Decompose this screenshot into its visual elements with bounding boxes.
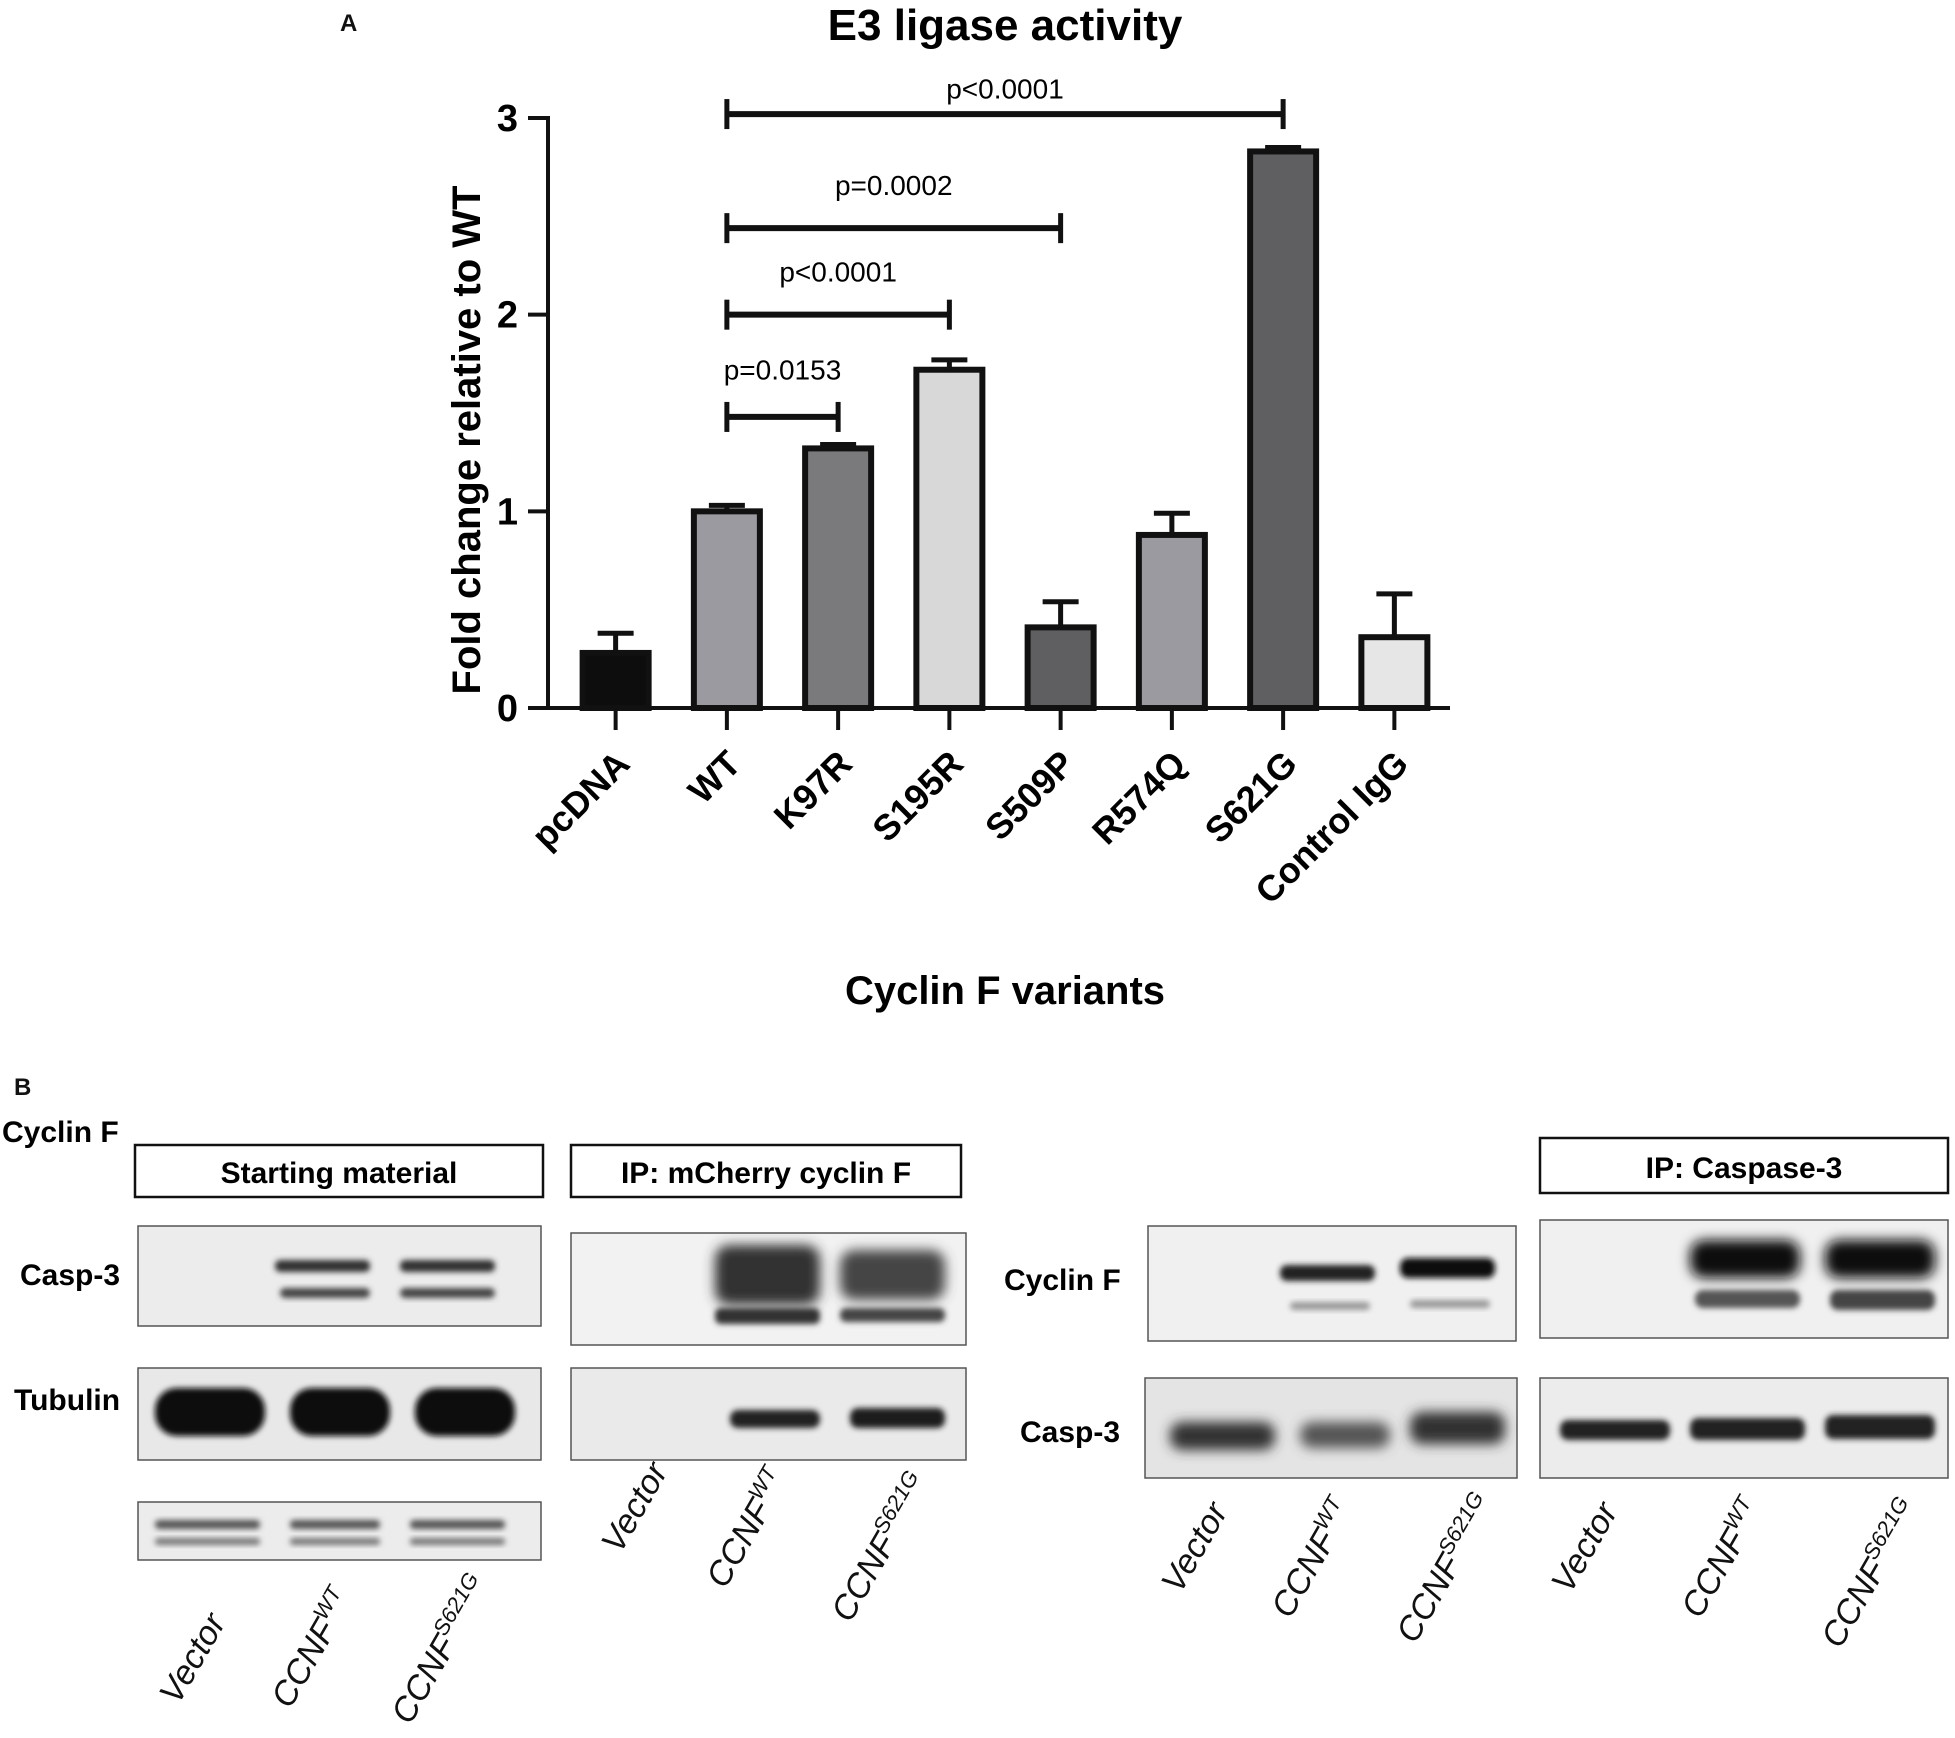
bar (1024, 624, 1097, 711)
panel-a-label: A (340, 10, 358, 37)
blot-input-cyclin-f (1147, 1225, 1517, 1342)
starting-material-header: Starting material (221, 1157, 458, 1190)
blot-starting-casp-3 (137, 1367, 542, 1461)
lane-label-ccnf-wt: CCNFWT (1671, 1490, 1772, 1624)
row-label-casp3-right: Casp-3 (1020, 1416, 1120, 1449)
blot-ip-mcherry-cyclin-f (570, 1232, 967, 1346)
p-value-label: p=0.0002 (835, 170, 953, 201)
y-tick-label: 1 (497, 491, 518, 533)
x-tick-label: K97R (766, 743, 860, 837)
ip-caspase-header-box (1538, 1136, 1950, 1195)
bar-chart: E3 ligase activity Fold change relative … (445, 1, 1450, 1013)
lane-label-ccnf-s621g: CCNFS621G (821, 1466, 939, 1628)
ip-mcherry-header-box (569, 1143, 963, 1199)
blot-ip-caspase-cyclin-f (1539, 1219, 1949, 1339)
blot-starting-tubulin (137, 1501, 542, 1561)
blot-input-casp-3 (1144, 1377, 1518, 1479)
lane-label-ccnf-wt: CCNFWT (696, 1460, 797, 1594)
lane-label-ccnf-wt: CCNFWT (261, 1580, 362, 1714)
bar (579, 649, 652, 712)
y-tick-label: 3 (497, 98, 518, 140)
x-tick-label: WT (680, 743, 749, 812)
bar (1135, 531, 1208, 712)
x-tick-label: S195R (864, 743, 971, 850)
lane-label-ccnf-s621g: VectorCCNFS621G (381, 1568, 499, 1730)
bar (913, 366, 986, 711)
x-tick-label: S509P (977, 743, 1082, 848)
lane-label-ccnf-s621g: CCNFS621G (1811, 1492, 1929, 1654)
ip-mcherry-header: IP: mCherry cyclin F (621, 1157, 911, 1190)
lane-label-vector: Vector (152, 1606, 234, 1710)
chart-title: E3 ligase activity (828, 1, 1183, 50)
bar (1358, 634, 1431, 712)
blot-ip-mcherry-casp-3 (570, 1367, 967, 1461)
x-tick-label: R574Q (1084, 743, 1194, 853)
lane-label-vector: Vector (1544, 1495, 1626, 1599)
y-tick-label: 2 (497, 295, 518, 337)
lane-label-ccnf-wt: CCNFWT (1261, 1490, 1362, 1624)
starting-material-header-box (133, 1143, 545, 1199)
ip-caspase-header: IP: Caspase-3 (1646, 1152, 1843, 1185)
p-value-label: p<0.0001 (779, 256, 897, 287)
x-axis-label: Cyclin F variants (845, 969, 1165, 1013)
x-tick-label: pcDNA (523, 743, 637, 857)
western-blot-figure: Starting material Cyclin F Casp-3 Tubuli… (2, 1116, 1950, 1730)
lane-label-vector: Vector (594, 1455, 676, 1559)
panel-b-label: B (14, 1074, 32, 1101)
row-label-casp3-left: Casp-3 (20, 1259, 120, 1292)
lane-label-ccnf-s621g: CCNFS621G (1386, 1487, 1504, 1649)
p-value-label: p<0.0001 (946, 74, 1064, 105)
row-label-tubulin-left: Tubulin (14, 1384, 120, 1417)
bar (690, 508, 763, 712)
y-axis-label: Fold change relative to WT (445, 186, 489, 695)
row-label-cyclin-f-right: Cyclin F (1004, 1264, 1121, 1297)
x-tick-label: S621G (1197, 743, 1305, 851)
blot-starting-cyclin-f (137, 1225, 542, 1327)
row-label-cyclin-f-left: Cyclin F (2, 1116, 119, 1149)
lane-label-vector: Vector (1154, 1495, 1236, 1599)
blot-ip-caspase-casp-3 (1539, 1377, 1949, 1479)
p-value-label: p=0.0153 (724, 355, 842, 386)
bar (802, 445, 875, 711)
bar (1247, 148, 1320, 711)
y-tick-label: 0 (497, 688, 518, 730)
